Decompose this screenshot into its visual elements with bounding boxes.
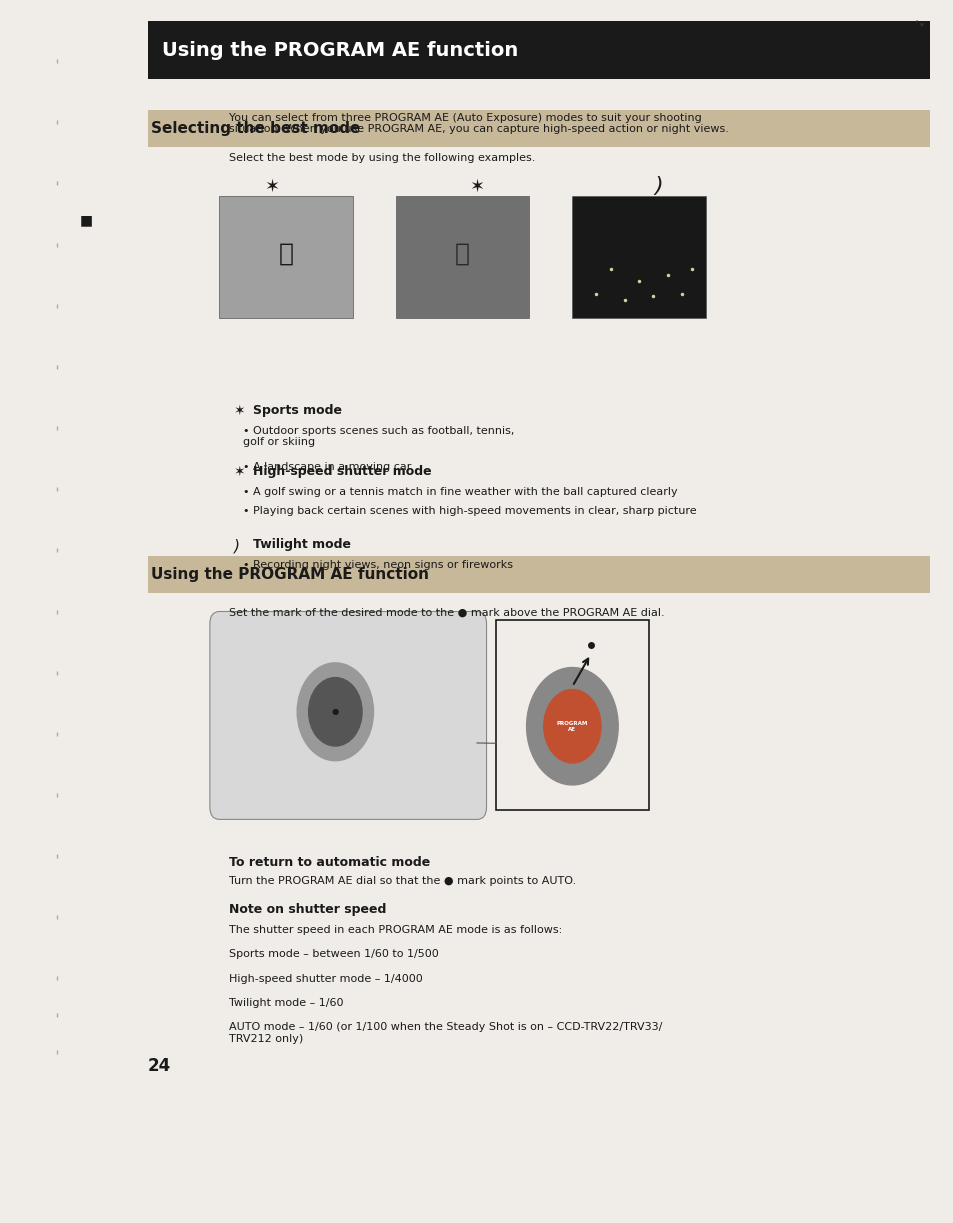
Text: Note on shutter speed: Note on shutter speed xyxy=(229,903,386,916)
Text: Set the mark of the desired mode to the ● mark above the PROGRAM AE dial.: Set the mark of the desired mode to the … xyxy=(229,608,664,618)
Text: ): ) xyxy=(233,538,239,553)
FancyBboxPatch shape xyxy=(148,21,929,79)
Text: ✶: ✶ xyxy=(264,177,279,196)
Text: The shutter speed in each PROGRAM AE mode is as follows:: The shutter speed in each PROGRAM AE mod… xyxy=(229,925,561,934)
Text: High-speed shutter mode – 1/4000: High-speed shutter mode – 1/4000 xyxy=(229,974,422,983)
FancyBboxPatch shape xyxy=(572,196,705,318)
Text: ■: ■ xyxy=(79,213,92,227)
Text: ): ) xyxy=(653,176,662,196)
Text: Sports mode: Sports mode xyxy=(253,404,341,417)
Text: • Playing back certain scenes with high-speed movements in clear, sharp picture: • Playing back certain scenes with high-… xyxy=(243,506,696,516)
Text: Select the best mode by using the following examples.: Select the best mode by using the follow… xyxy=(229,153,535,163)
Text: ✶: ✶ xyxy=(233,404,245,417)
FancyBboxPatch shape xyxy=(210,612,486,819)
Text: ✶: ✶ xyxy=(469,177,484,196)
Circle shape xyxy=(543,690,600,763)
Text: • Recording night views, neon signs or fireworks: • Recording night views, neon signs or f… xyxy=(243,560,513,570)
Circle shape xyxy=(297,663,374,761)
Text: • Outdoor sports scenes such as football, tennis,
golf or skiing: • Outdoor sports scenes such as football… xyxy=(243,426,514,448)
FancyBboxPatch shape xyxy=(496,620,648,810)
Text: ●: ● xyxy=(332,707,338,717)
Text: Twilight mode – 1/60: Twilight mode – 1/60 xyxy=(229,998,343,1008)
Circle shape xyxy=(526,668,618,785)
Text: 24: 24 xyxy=(148,1057,171,1075)
Text: Turn the PROGRAM AE dial so that the ● mark points to AUTO.: Turn the PROGRAM AE dial so that the ● m… xyxy=(229,876,576,885)
Text: To return to automatic mode: To return to automatic mode xyxy=(229,856,430,870)
Text: AUTO mode – 1/60 (or 1/100 when the Steady Shot is on – CCD-TRV22/TRV33/
TRV212 : AUTO mode – 1/60 (or 1/100 when the Stea… xyxy=(229,1022,661,1044)
FancyBboxPatch shape xyxy=(219,196,353,318)
Text: ✶: ✶ xyxy=(233,465,245,478)
FancyBboxPatch shape xyxy=(148,556,929,593)
Text: • A landscape in a moving car: • A landscape in a moving car xyxy=(243,462,411,472)
Circle shape xyxy=(309,678,362,746)
Text: • A golf swing or a tennis match in fine weather with the ball captured clearly: • A golf swing or a tennis match in fine… xyxy=(243,487,678,497)
Text: ‘•: ‘• xyxy=(914,20,924,29)
Text: PROGRAM
AE: PROGRAM AE xyxy=(557,720,587,731)
Text: ⛷: ⛷ xyxy=(455,241,470,265)
Text: Twilight mode: Twilight mode xyxy=(253,538,351,552)
FancyBboxPatch shape xyxy=(148,110,929,147)
Text: Selecting the best mode: Selecting the best mode xyxy=(151,121,359,136)
Text: You can select from three PROGRAM AE (Auto Exposure) modes to suit your shooting: You can select from three PROGRAM AE (Au… xyxy=(229,113,728,135)
Text: Sports mode – between 1/60 to 1/500: Sports mode – between 1/60 to 1/500 xyxy=(229,949,438,959)
Text: High-speed shutter mode: High-speed shutter mode xyxy=(253,465,431,478)
FancyBboxPatch shape xyxy=(395,196,529,318)
Text: Using the PROGRAM AE function: Using the PROGRAM AE function xyxy=(151,567,428,582)
Text: ⛷: ⛷ xyxy=(278,241,294,265)
Text: Using the PROGRAM AE function: Using the PROGRAM AE function xyxy=(162,40,517,60)
